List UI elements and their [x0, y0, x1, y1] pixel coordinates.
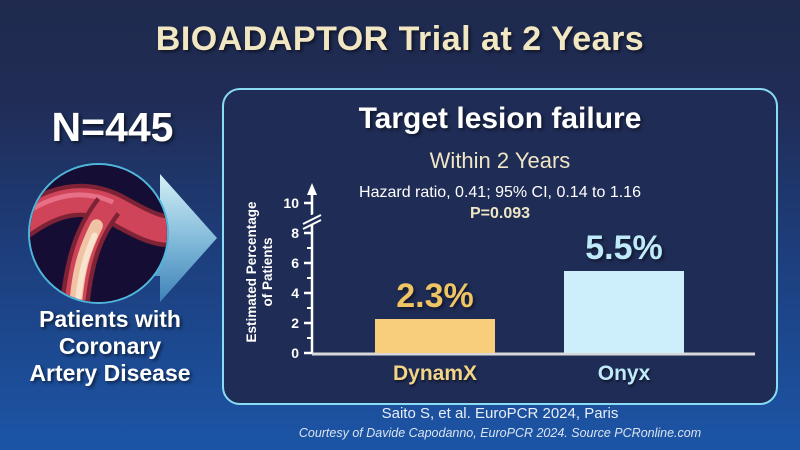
bar-onyx — [564, 270, 684, 353]
svg-text:10: 10 — [283, 195, 299, 211]
y-axis: 0 2 4 6 8 10 — [283, 183, 755, 361]
svg-text:2: 2 — [291, 315, 299, 331]
artery-illustration-svg — [30, 165, 167, 302]
value-label-dynamx: 2.3% — [396, 276, 474, 315]
y-axis-label: Estimated Percentage of Patients — [244, 201, 275, 343]
footer-credit: Courtesy of Davide Capodanno, EuroPCR 20… — [298, 426, 702, 440]
svg-text:8: 8 — [291, 225, 299, 241]
svg-text:0: 0 — [291, 345, 299, 361]
bar-dynamx — [375, 318, 495, 353]
hazard-ratio-text: Hazard ratio, 0.41; 95% CI, 0.14 to 1.16 — [359, 184, 641, 201]
slide-title: BIOADAPTOR Trial at 2 Years — [155, 20, 645, 58]
footer-citation: Saito S, et al. EuroPCR 2024, Paris — [381, 405, 619, 422]
value-label-onyx: 5.5% — [585, 228, 663, 267]
patients-caption: Patients with Coronary Artery Disease — [29, 306, 191, 386]
chart-subtitle: Within 2 Years — [429, 148, 571, 173]
coronary-artery-image — [28, 163, 169, 304]
p-value-text: P=0.093 — [469, 205, 531, 222]
category-label-onyx: Onyx — [597, 362, 651, 385]
svg-text:6: 6 — [291, 255, 299, 271]
chart-title: Target lesion failure — [358, 102, 642, 135]
n-count-label: N=445 — [51, 104, 174, 150]
chart-panel: Target lesion failure Within 2 Years Haz… — [222, 88, 778, 405]
category-label-dynamx: DynamX — [392, 362, 478, 385]
svg-text:4: 4 — [291, 285, 299, 301]
